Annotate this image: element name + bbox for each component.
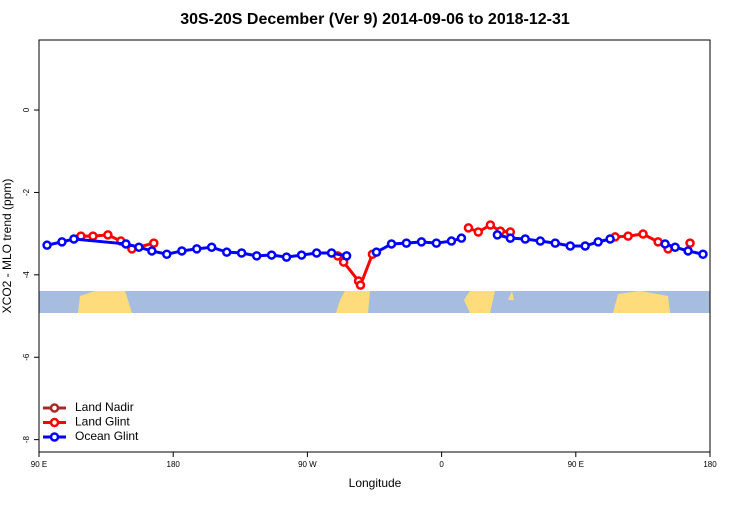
point (149, 238, 159, 248)
point (446, 236, 457, 246)
point (683, 246, 693, 256)
point (236, 248, 247, 258)
point (623, 231, 633, 241)
point (638, 229, 648, 239)
legend-label: Ocean Glint (75, 429, 139, 443)
point (266, 250, 277, 260)
point (134, 242, 144, 252)
point (386, 239, 397, 249)
x-tick-label: 180 (703, 460, 717, 469)
x-axis-label: Longitude (349, 476, 402, 490)
point (463, 223, 474, 233)
point (251, 251, 262, 261)
point (162, 249, 172, 259)
x-tick-label: 90 E (31, 460, 47, 469)
point (520, 234, 531, 244)
x-tick-label: 180 (167, 460, 181, 469)
legend-label: Land Nadir (75, 400, 134, 414)
y-tick-label: -8 (22, 436, 31, 444)
point (605, 234, 615, 244)
point (57, 237, 67, 247)
point (456, 233, 467, 243)
point (355, 280, 366, 290)
point (660, 239, 670, 249)
point (296, 250, 307, 260)
point (565, 241, 576, 251)
chart-title: 30S-20S December (Ver 9) 2014-09-06 to 2… (180, 11, 570, 28)
point (69, 234, 79, 244)
point (103, 230, 113, 240)
point (685, 238, 695, 248)
legend-swatch (49, 403, 60, 413)
y-tick-label: -4 (22, 271, 31, 279)
point (121, 239, 131, 249)
point (485, 220, 496, 230)
point (593, 237, 603, 247)
y-axis-label: XCO2 - MLO trend (ppm) (0, 179, 14, 314)
point (326, 248, 337, 258)
point (431, 238, 442, 248)
point (505, 233, 516, 243)
point (401, 238, 412, 248)
legend-label: Land Glint (75, 415, 130, 429)
point (281, 252, 292, 262)
legend-swatch (49, 432, 60, 442)
x-tick-label: 90 W (298, 460, 317, 469)
x-tick-label: 90 E (568, 460, 584, 469)
y-tick-label: -6 (22, 353, 31, 361)
point (192, 244, 202, 254)
point (147, 246, 157, 256)
y-tick-label: -2 (22, 188, 31, 196)
point (473, 227, 484, 237)
point (535, 236, 546, 246)
point (177, 246, 187, 256)
point (416, 237, 427, 247)
point (221, 247, 232, 257)
point (492, 230, 503, 240)
point (371, 247, 382, 257)
point (311, 248, 322, 258)
map-strip (39, 291, 710, 313)
point (88, 231, 98, 241)
legend-swatch (49, 417, 60, 428)
point (670, 242, 680, 252)
point (42, 240, 52, 250)
x-tick-label: 0 (439, 460, 444, 469)
series-line (81, 225, 690, 285)
point (550, 238, 560, 248)
point (206, 242, 217, 252)
point (580, 241, 590, 251)
plot-frame (38, 39, 711, 453)
point (698, 249, 708, 259)
y-tick-label: 0 (22, 107, 31, 112)
point (341, 251, 352, 261)
